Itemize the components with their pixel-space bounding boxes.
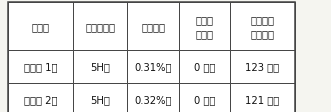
Bar <box>73 3 127 50</box>
Bar <box>8 3 295 112</box>
Bar <box>179 83 230 112</box>
Bar <box>73 83 127 112</box>
Text: 123 次。: 123 次。 <box>245 62 279 72</box>
Text: 5H。: 5H。 <box>90 94 110 104</box>
Bar <box>127 83 179 112</box>
Text: 耐丙酮。
擦拭次数: 耐丙酮。 擦拭次数 <box>250 15 274 38</box>
Text: 121 次。: 121 次。 <box>245 94 279 104</box>
Bar <box>73 50 127 83</box>
Text: 0 级。: 0 级。 <box>194 62 215 72</box>
Bar <box>127 3 179 50</box>
Text: 0.32%。: 0.32%。 <box>134 94 172 104</box>
Bar <box>127 50 179 83</box>
Bar <box>179 3 230 50</box>
Bar <box>230 50 295 83</box>
Bar <box>230 3 295 50</box>
Bar <box>8 3 73 50</box>
Text: 5H。: 5H。 <box>90 62 110 72</box>
Text: 实施例 1。: 实施例 1。 <box>24 62 57 72</box>
Text: 磨损率。: 磨损率。 <box>141 22 165 32</box>
Text: 0 级。: 0 级。 <box>194 94 215 104</box>
Text: 附着力
等级。: 附着力 等级。 <box>195 15 213 38</box>
Text: 0.31%。: 0.31%。 <box>134 62 172 72</box>
Bar <box>179 50 230 83</box>
Text: 实施例 2。: 实施例 2。 <box>24 94 57 104</box>
Text: 项目。: 项目。 <box>31 22 50 32</box>
Bar <box>8 50 73 83</box>
Text: 涂层硬度。: 涂层硬度。 <box>85 22 115 32</box>
Bar <box>8 83 73 112</box>
Bar <box>230 83 295 112</box>
